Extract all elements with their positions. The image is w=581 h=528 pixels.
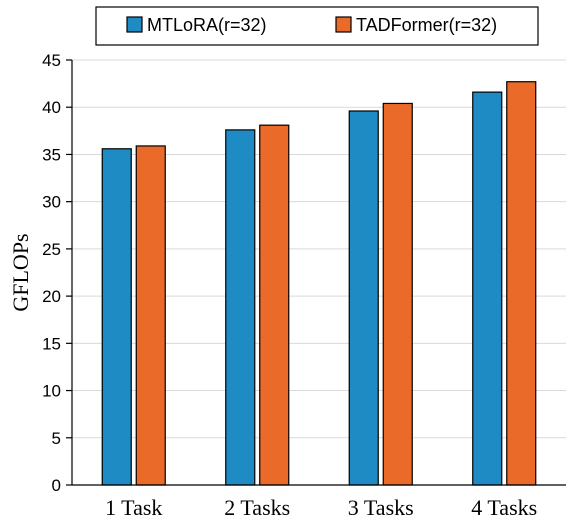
x-tick-label: 4 Tasks: [471, 495, 537, 520]
y-tick-label: 30: [42, 193, 61, 212]
y-axis-label: GFLOPs: [8, 233, 33, 311]
y-tick-label: 15: [42, 334, 61, 353]
bar-mtlora-3: [348, 110, 379, 486]
legend-label-tadformer: TADFormer(r=32): [356, 15, 497, 35]
y-tick-label: 0: [52, 476, 61, 495]
bar-tadformer-1: [135, 145, 166, 486]
x-axis-ticks: 1 Task 2 Tasks 3 Tasks 4 Tasks: [105, 495, 537, 520]
y-tick-label: 40: [42, 98, 61, 117]
bar-mtlora-1: [101, 148, 132, 486]
bar-mtlora-4: [472, 91, 503, 486]
bar-tadformer-3: [382, 102, 413, 486]
y-tick-label: 35: [42, 145, 61, 164]
y-tick-label: 10: [42, 382, 61, 401]
y-axis-ticks: 0 5 10 15 20 25 30 35 40 45: [42, 51, 72, 495]
y-tick-label: 20: [42, 287, 61, 306]
legend-swatch-tadformer: [335, 16, 352, 33]
x-tick-label: 1 Task: [105, 495, 162, 520]
legend-box: [95, 6, 539, 46]
x-tick-label: 3 Tasks: [348, 495, 414, 520]
bar-tadformer-2: [259, 124, 290, 486]
legend: MTLoRA(r=32) TADFormer(r=32): [95, 6, 539, 46]
x-tick-label: 2 Tasks: [224, 495, 290, 520]
y-tick-label: 25: [42, 240, 61, 259]
bar-mtlora-2: [225, 129, 256, 486]
bars: [101, 81, 537, 486]
legend-label-mtlora: MTLoRA(r=32): [147, 15, 267, 35]
legend-swatch-mtlora: [126, 16, 143, 33]
y-tick-label: 5: [52, 429, 61, 448]
y-tick-label: 45: [42, 51, 61, 70]
bar-tadformer-4: [506, 81, 537, 486]
